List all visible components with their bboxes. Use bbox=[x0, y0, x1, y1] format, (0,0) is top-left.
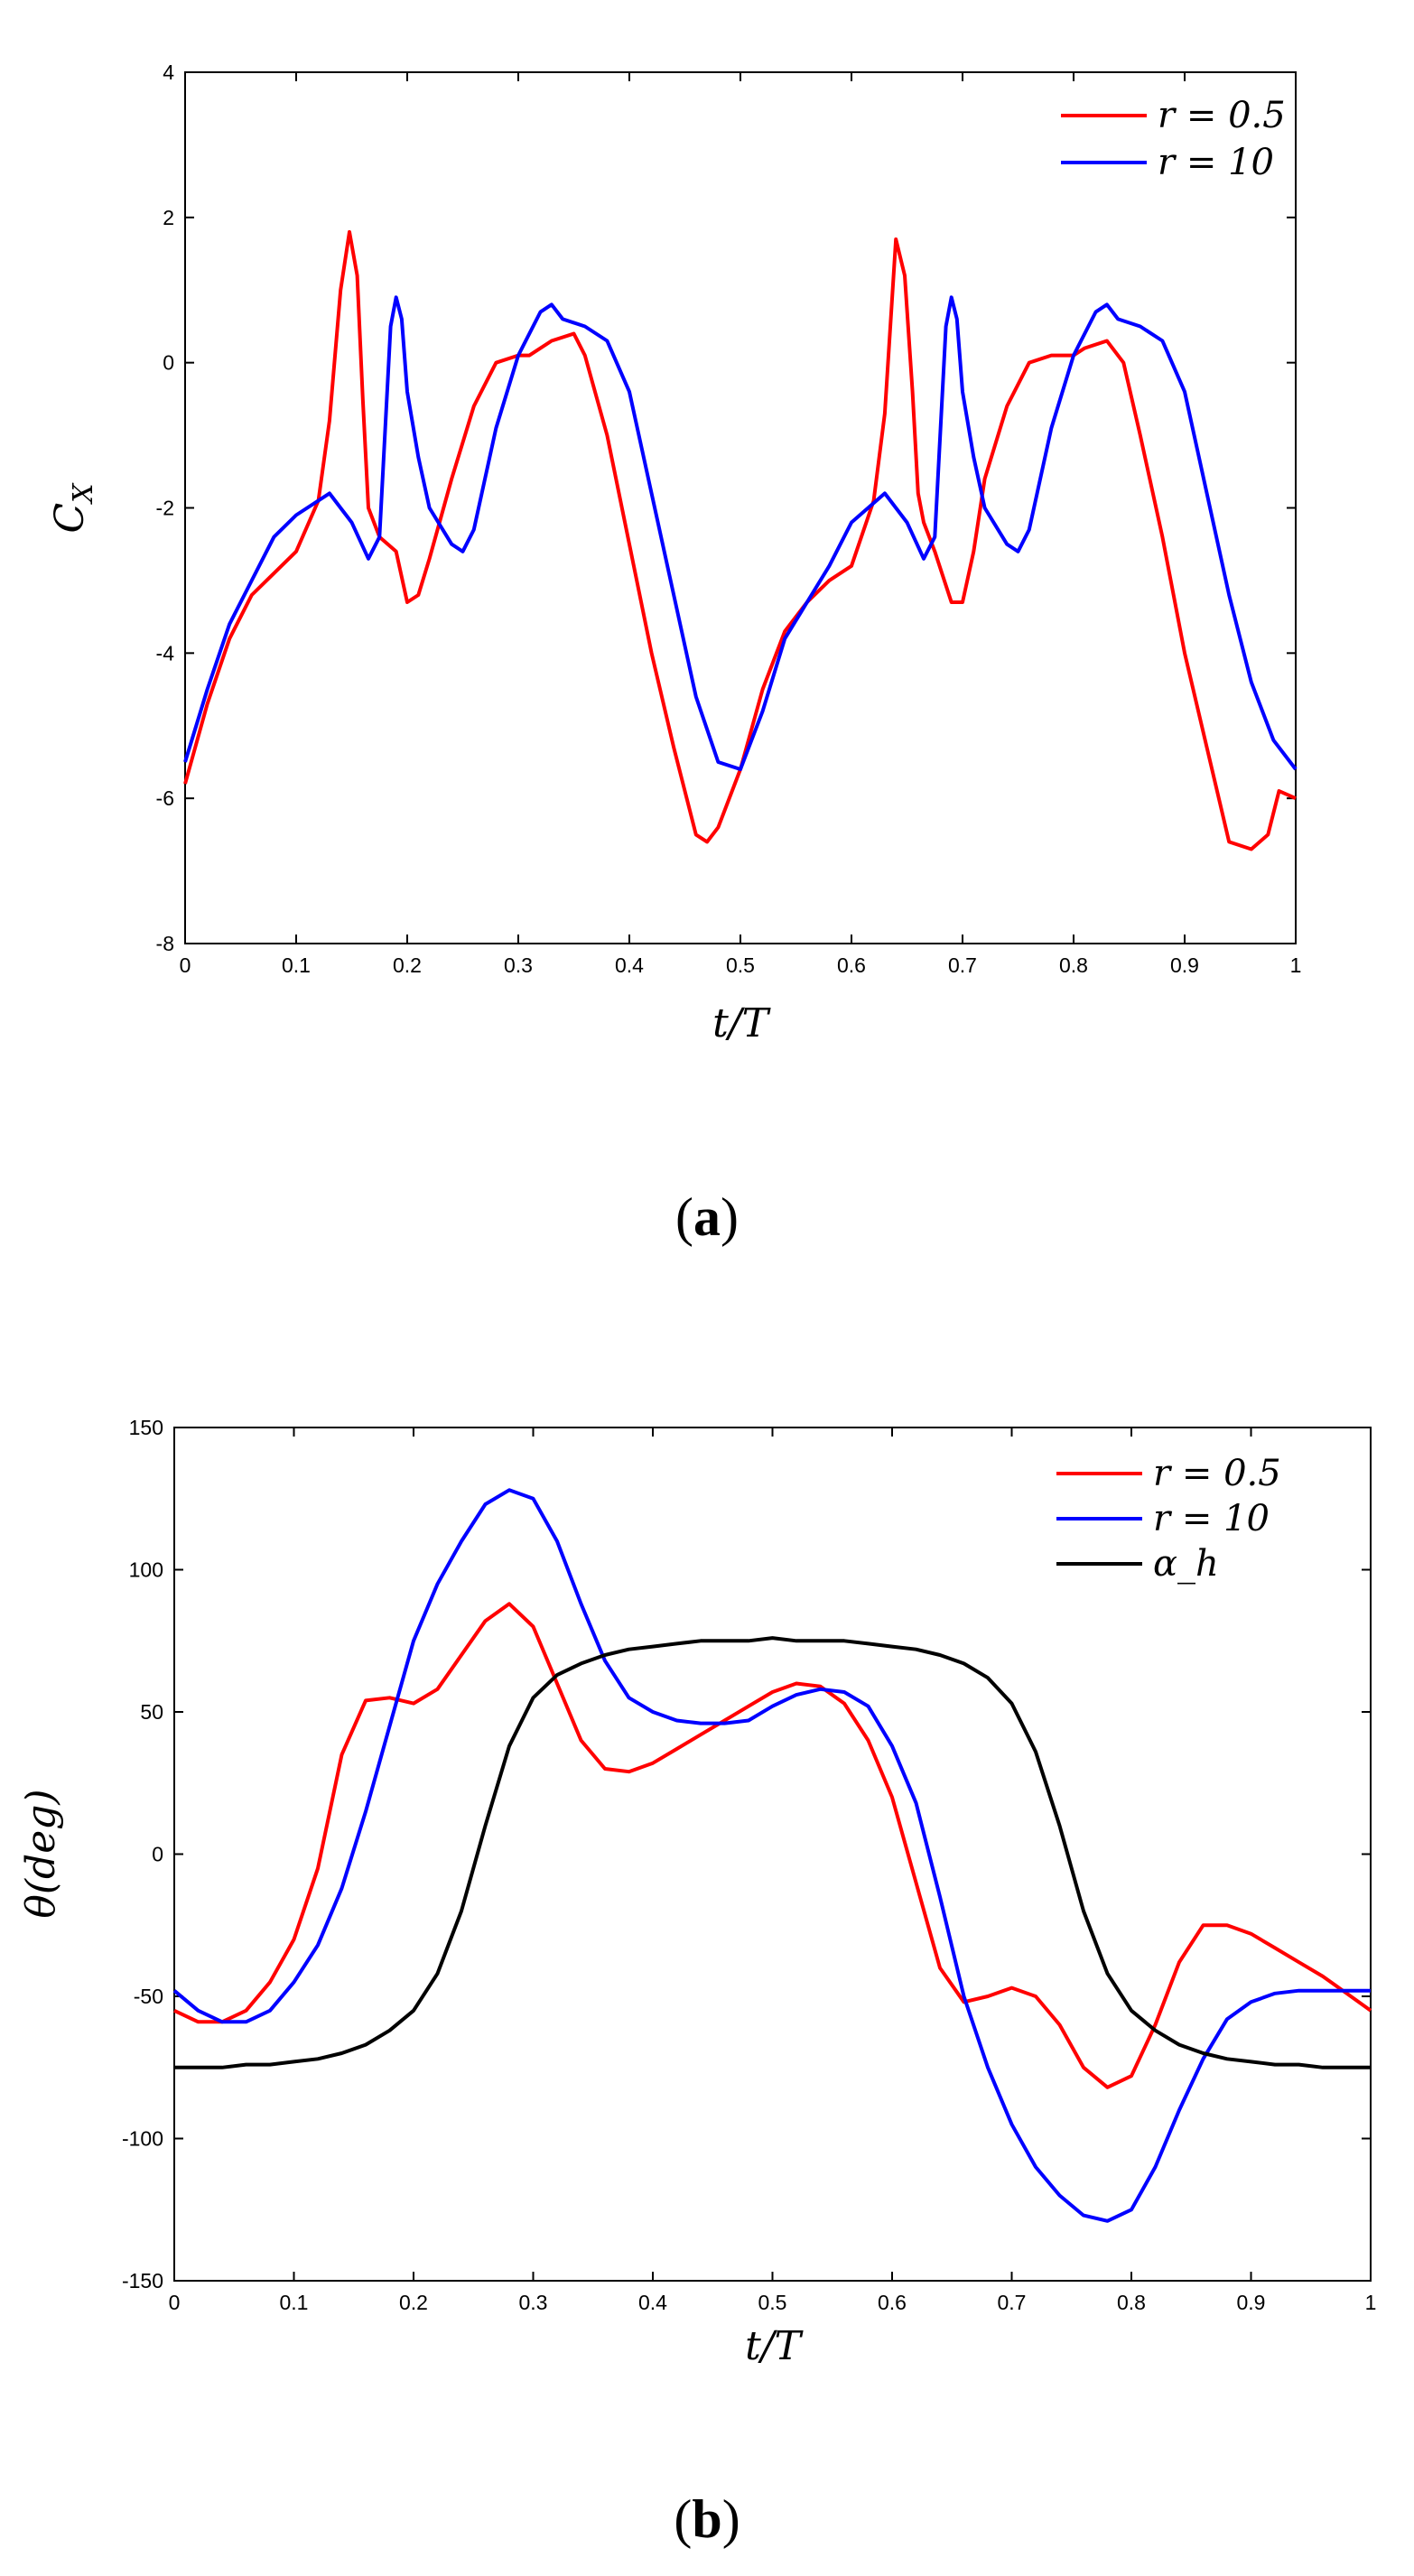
x-tick-label: 0.2 bbox=[393, 953, 422, 977]
x-tick-label: 0.5 bbox=[726, 953, 755, 977]
y-tick-label: -100 bbox=[122, 2127, 163, 2151]
legend-label-1: r = 0.5 bbox=[1153, 1453, 1281, 1494]
chart-a-series bbox=[183, 229, 1298, 851]
x-tick-label: 0.3 bbox=[519, 2291, 548, 2314]
chart-b-y-axis: -150 -100 -50 0 50 100 150 bbox=[122, 1416, 1371, 2292]
chart-b: 0 0.1 0.2 0.3 0.4 0.5 0.6 0.7 0.8 0.9 1 -150 -100 -5… bbox=[18, 1416, 1376, 2549]
y-tick-label: 2 bbox=[163, 206, 174, 229]
x-tick-label: 0 bbox=[169, 2291, 181, 2314]
chart-a-x-axis-label: t/T bbox=[712, 1000, 772, 1046]
chart-a: 0 0.1 0.2 0.3 0.4 0.5 0.6 0.7 0.8 0.9 1 -8 -6 -4 -2 0 2… bbox=[47, 60, 1301, 1247]
chart-a-plot-area bbox=[184, 71, 1297, 944]
x-tick-label: 1 bbox=[1290, 953, 1302, 977]
x-tick-label: 0.2 bbox=[399, 2291, 428, 2314]
y-tick-label: 4 bbox=[163, 60, 174, 84]
x-tick-label: 0.6 bbox=[878, 2291, 907, 2314]
chart-b-plot-area bbox=[173, 1427, 1372, 2282]
chart-a-y-axis-label: CX bbox=[47, 482, 99, 534]
chart-a-x-axis: 0 0.1 0.2 0.3 0.4 0.5 0.6 0.7 0.8 0.9 1 bbox=[180, 72, 1302, 977]
x-tick-label: 0.6 bbox=[837, 953, 866, 977]
x-tick-label: 0 bbox=[180, 953, 191, 977]
series-line-1 bbox=[173, 1602, 1372, 2089]
chart-b-y-axis-label: θ(deg) bbox=[18, 1789, 64, 1918]
series-line-3 bbox=[174, 1636, 1371, 2069]
x-tick-label: 0.8 bbox=[1059, 953, 1088, 977]
y-tick-label: -150 bbox=[122, 2269, 163, 2292]
y-tick-label: -6 bbox=[156, 786, 174, 810]
y-tick-label: -8 bbox=[156, 932, 174, 955]
x-tick-label: 0.4 bbox=[615, 953, 644, 977]
y-tick-label: 50 bbox=[140, 1700, 163, 1724]
legend-label-3: α_h bbox=[1153, 1543, 1219, 1585]
chart-a-legend: r = 0.5 r = 10 bbox=[1061, 95, 1286, 183]
x-tick-label: 0.7 bbox=[948, 953, 977, 977]
chart-b-series bbox=[172, 1488, 1372, 2223]
x-tick-label: 0.5 bbox=[758, 2291, 787, 2314]
x-tick-label: 0.8 bbox=[1117, 2291, 1146, 2314]
y-tick-label: -4 bbox=[156, 641, 175, 665]
series-line-2 bbox=[172, 1488, 1371, 2223]
y-tick-label: -2 bbox=[156, 497, 174, 520]
x-tick-label: 0.9 bbox=[1237, 2291, 1266, 2314]
chart-a-y-axis: -8 -6 -4 -2 0 2 4 bbox=[156, 60, 1296, 955]
x-tick-label: 0.1 bbox=[282, 953, 311, 977]
legend-label-2: r = 10 bbox=[1153, 1498, 1270, 1539]
x-tick-label: 0.9 bbox=[1170, 953, 1199, 977]
legend-label-1: r = 0.5 bbox=[1158, 95, 1286, 136]
y-tick-label: 100 bbox=[129, 1558, 163, 1582]
y-tick-label: 150 bbox=[129, 1416, 163, 1439]
x-tick-label: 1 bbox=[1365, 2291, 1377, 2314]
chart-a-panel-label: (a) bbox=[675, 1187, 739, 1247]
chart-b-x-axis: 0 0.1 0.2 0.3 0.4 0.5 0.6 0.7 0.8 0.9 1 bbox=[169, 1427, 1377, 2314]
chart-b-panel-label: (b) bbox=[674, 2489, 740, 2549]
y-tick-label: 0 bbox=[163, 351, 174, 375]
y-tick-label: -50 bbox=[134, 1985, 163, 2008]
series-line-2 bbox=[183, 295, 1298, 771]
x-tick-label: 0.3 bbox=[504, 953, 533, 977]
x-tick-label: 0.1 bbox=[280, 2291, 309, 2314]
x-tick-label: 0.7 bbox=[998, 2291, 1027, 2314]
y-tick-label: 0 bbox=[152, 1843, 163, 1866]
chart-b-x-axis-label: t/T bbox=[745, 2323, 805, 2369]
chart-b-legend: r = 0.5r = 10α_h bbox=[1056, 1453, 1281, 1585]
legend-label-2: r = 10 bbox=[1158, 142, 1274, 183]
x-tick-label: 0.4 bbox=[638, 2291, 667, 2314]
